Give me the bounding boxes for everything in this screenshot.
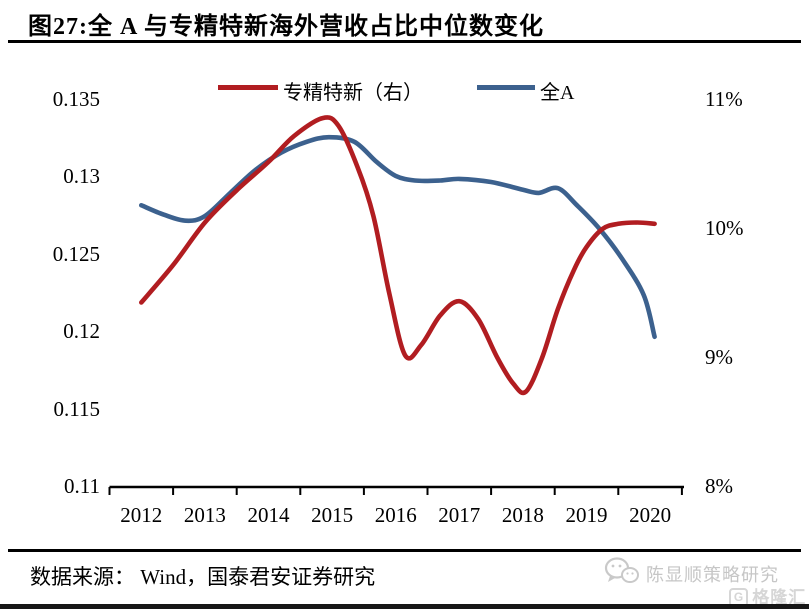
legend-swatch-blue-line <box>477 85 535 90</box>
x-axis-tick-label: 2016 <box>374 503 417 527</box>
title-divider <box>8 40 801 43</box>
legend-label: 全A <box>540 82 575 104</box>
left-axis-tick-label: 0.135 <box>52 87 100 111</box>
right-axis-tick-label: 8% <box>705 474 733 498</box>
left-axis-tick-label: 0.125 <box>52 241 100 266</box>
data-source-note: 数据来源： Wind，国泰君安证券研究 <box>30 565 376 589</box>
x-axis-tick-label: 2020 <box>629 503 672 527</box>
page-title: 图27:全 A 与专精特新海外营收占比中位数变化 <box>28 14 544 40</box>
series-line-quan-a <box>139 134 657 340</box>
right-axis-tick-label: 11% <box>705 87 743 111</box>
footer-divider <box>8 549 801 552</box>
x-axis-tick-label: 2012 <box>120 503 163 527</box>
left-axis-tick-label: 0.13 <box>63 164 100 189</box>
legend-label: 专精特新（右） <box>283 82 423 104</box>
wechat-account-name: 陈显顺策略研究 <box>646 565 779 585</box>
x-axis-tick-label: 2013 <box>183 503 226 527</box>
left-axis-tick-label: 0.12 <box>63 319 100 344</box>
bottom-border-bar <box>0 604 809 609</box>
left-axis-tick-label: 0.11 <box>64 474 100 498</box>
gelonghui-logo-text: 格隆汇 <box>752 588 807 607</box>
wechat-watermark: 陈显顺策略研究 <box>604 556 804 588</box>
x-axis-tick-label: 2017 <box>438 503 481 527</box>
legend-swatch-red-line <box>218 85 278 90</box>
gelonghui-logo: G 格隆汇 <box>729 583 806 607</box>
right-axis-tick-label: 10% <box>705 216 744 240</box>
x-axis-tick-label: 2018 <box>501 503 544 527</box>
x-axis-tick-label: 2014 <box>247 503 290 527</box>
series-line-zhuanjingtexin <box>139 115 657 396</box>
x-axis-tick-label: 2015 <box>311 503 354 527</box>
right-axis-tick-label: 9% <box>705 345 733 369</box>
x-axis-tick-label: 2019 <box>565 503 608 527</box>
left-axis-tick-label: 0.115 <box>53 396 100 421</box>
wechat-icon <box>604 557 639 583</box>
